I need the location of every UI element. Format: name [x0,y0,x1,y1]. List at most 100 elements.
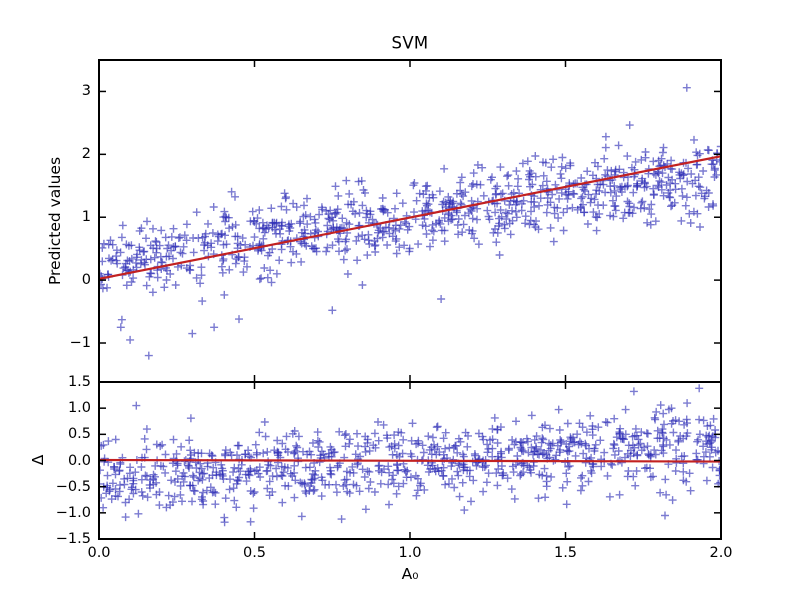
scatter-marker [450,483,459,492]
scatter-marker [211,500,220,509]
scatter-marker [504,446,513,454]
scatter-marker [683,177,692,186]
scatter-marker [658,425,667,434]
scatter-marker [229,484,238,493]
scatter-marker [682,193,691,202]
scatter-marker [218,268,227,277]
scatter-marker [676,432,685,440]
y-tick-label: −1.5 [55,530,91,547]
scatter-marker [315,210,324,219]
scatter-marker [399,435,408,444]
scatter-marker [562,440,571,448]
scatter-marker [579,200,587,209]
scatter-marker [657,446,666,455]
chart-title: SVM [391,33,429,53]
scatter-marker [358,465,367,474]
scatter-marker [478,463,487,472]
scatter-marker [640,183,649,192]
scatter-marker [637,155,646,164]
scatter-marker [643,218,652,227]
scatter-marker [380,205,389,214]
scatter-marker [641,148,650,156]
scatter-marker [540,464,549,473]
scatter-marker [338,214,347,223]
scatter-marker [530,447,539,456]
scatter-marker [264,460,273,469]
scatter-marker [536,194,545,203]
scatter-marker [414,436,423,445]
scatter-marker [284,222,293,231]
scatter-marker [108,479,117,488]
scatter-marker [164,491,173,500]
scatter-marker [180,457,189,466]
scatter-marker [157,226,166,235]
scatter-marker [659,434,668,443]
scatter-marker [549,237,558,246]
scatter-marker [430,440,438,449]
scatter-marker [278,498,287,507]
scatter-marker [294,432,303,441]
scatter-marker [262,467,271,476]
scatter-marker [538,450,547,459]
scatter-marker [206,483,215,492]
scatter-marker [694,182,703,191]
scatter-marker [278,218,286,227]
scatter-marker [432,423,441,432]
scatter-marker [542,471,551,480]
scatter-marker [582,428,591,437]
scatter-marker [142,234,150,243]
scatter-marker [402,219,411,228]
scatter-marker [441,444,450,453]
scatter-marker [407,452,416,461]
scatter-marker [277,202,286,211]
scatter-marker [548,190,557,199]
scatter-marker [571,451,580,460]
scatter-marker [563,194,572,203]
scatter-marker [706,421,715,430]
scatter-marker [120,480,129,489]
scatter-marker [432,219,441,228]
scatter-marker [677,216,686,225]
scatter-marker [709,200,717,209]
scatter-marker [99,503,108,512]
scatter-marker [421,206,430,215]
scatter-marker [394,428,403,437]
scatter-marker [392,451,401,459]
scatter-marker [493,481,502,490]
scatter-marker [333,463,342,472]
scatter-marker [541,421,549,430]
scatter-marker [439,450,448,459]
scatter-marker [358,201,367,210]
scatter-marker [296,217,305,226]
scatter-marker [365,467,374,476]
scatter-marker [605,492,614,501]
scatter-marker [428,226,436,235]
scatter-marker [345,435,354,444]
scatter-marker [179,242,188,251]
scatter-marker [715,471,721,480]
scatter-marker [600,448,609,457]
scatter-marker [541,158,550,167]
scatter-marker [297,239,306,248]
scatter-marker [426,242,434,251]
scatter-marker [483,440,492,449]
scatter-marker [500,220,509,229]
scatter-marker [433,442,442,451]
scatter-marker [355,208,364,217]
scatter-marker [559,226,568,235]
scatter-marker [291,476,300,485]
scatter-marker [176,233,184,242]
scatter-marker [506,230,515,239]
scatter-marker [547,163,556,172]
scatter-marker [657,178,666,187]
scatter-marker [581,458,590,467]
scatter-marker [345,189,354,198]
scatter-marker [153,273,162,282]
scatter-marker [578,481,587,490]
scatter-marker [289,247,297,256]
scatter-marker [546,223,555,232]
scatter-marker [231,232,240,241]
scatter-marker [485,215,494,224]
scatter-marker [398,199,407,208]
scatter-marker [685,469,694,478]
